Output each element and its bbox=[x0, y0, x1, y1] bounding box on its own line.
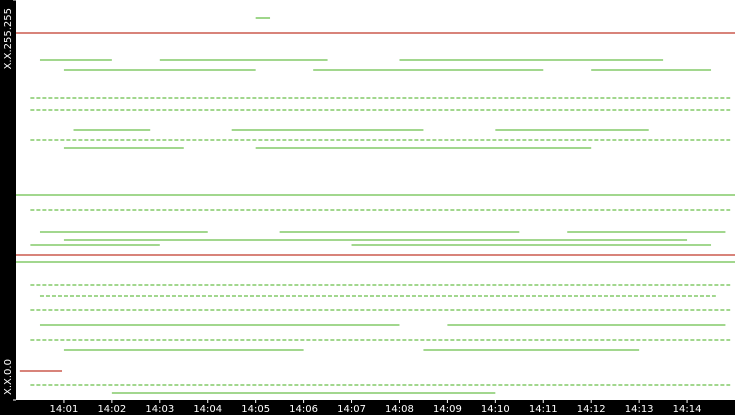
x-tick-label: 14:10 bbox=[481, 404, 510, 415]
x-tick-label: 14:13 bbox=[625, 404, 654, 415]
x-tick-label: 14:11 bbox=[529, 404, 558, 415]
x-tick-label: 14:09 bbox=[433, 404, 462, 415]
y-tick-label: X.X.255.255 bbox=[3, 8, 14, 69]
x-axis-bar bbox=[0, 400, 735, 415]
x-tick-label: 14:03 bbox=[145, 404, 174, 415]
x-tick-label: 14:05 bbox=[241, 404, 270, 415]
x-tick-label: 14:08 bbox=[385, 404, 414, 415]
x-tick-label: 14:01 bbox=[50, 404, 79, 415]
x-tick-label: 14:07 bbox=[337, 404, 366, 415]
y-axis-bar bbox=[0, 0, 16, 415]
x-tick-label: 14:12 bbox=[577, 404, 606, 415]
plot-area bbox=[16, 17, 735, 394]
x-tick-label: 14:02 bbox=[97, 404, 126, 415]
x-tick-label: 14:04 bbox=[193, 404, 222, 415]
x-tick-label: 14:14 bbox=[673, 404, 702, 415]
y-tick-label: X.X.0.0 bbox=[3, 359, 14, 395]
x-tick-label: 14:06 bbox=[289, 404, 318, 415]
